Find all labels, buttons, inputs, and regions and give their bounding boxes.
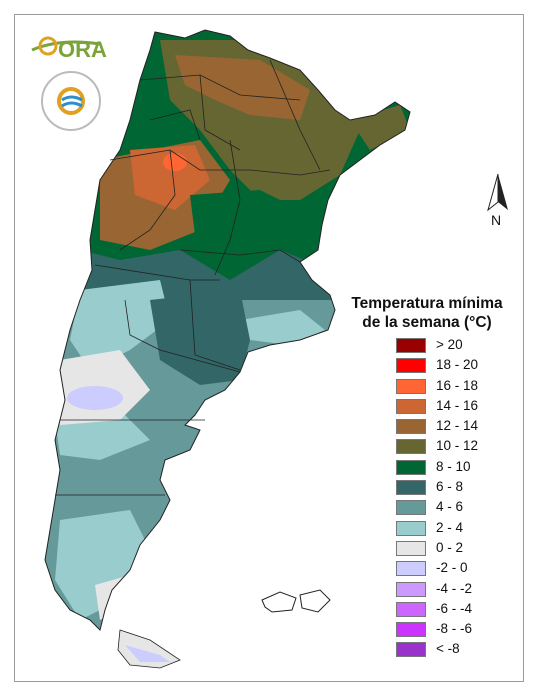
legend-swatch [396, 520, 426, 536]
legend-swatch [396, 480, 426, 496]
legend-swatch [396, 622, 426, 638]
province-borders [55, 59, 331, 496]
legend: > 20 18 - 20 16 - 18 14 - 16 12 - 14 10 - 12 8… [396, 336, 516, 661]
legend-swatch [396, 500, 426, 516]
legend-swatch [396, 561, 426, 577]
legend-label: 10 - 12 [436, 438, 479, 454]
legend-item: 2 - 4 [396, 519, 516, 539]
north-label: N [491, 212, 501, 228]
legend-swatch [396, 419, 426, 435]
legend-title-line1: Temperatura mínima [351, 295, 503, 312]
tierra-del-fuego-cold-zone [125, 645, 170, 662]
ora-logo: ORA [30, 30, 110, 64]
legend-swatch [396, 601, 426, 617]
legend-label: 12 - 14 [436, 418, 479, 434]
legend-label: 0 - 2 [436, 539, 464, 555]
legend-swatch [396, 338, 426, 353]
legend-label: -8 - -6 [436, 621, 473, 637]
legend-label: 14 - 16 [436, 397, 479, 413]
legend-label: 18 - 20 [436, 357, 479, 373]
legend-item: -6 - -4 [396, 600, 516, 620]
legend-item: < -8 [396, 640, 516, 660]
legend-swatch [396, 540, 426, 556]
legend-item: 12 - 14 [396, 417, 516, 437]
country-outline [44, 29, 411, 631]
legend-swatch [396, 358, 426, 374]
ora-logo-text: ORA [58, 37, 107, 62]
legend-item: 6 - 8 [396, 478, 516, 498]
legend-item: 8 - 10 [396, 458, 516, 478]
legend-item: 16 - 18 [396, 377, 516, 397]
legend-swatch [396, 439, 426, 455]
tierra-del-fuego [117, 629, 181, 669]
legend-label: > 20 [436, 337, 463, 352]
smn-logo [40, 70, 102, 132]
legend-label: 16 - 18 [436, 377, 479, 393]
legend-label: -6 - -4 [436, 600, 473, 616]
legend-label: 8 - 10 [436, 458, 471, 474]
legend-item: 0 - 2 [396, 539, 516, 559]
malvinas-islands [261, 589, 331, 613]
legend-item: > 20 [396, 336, 516, 356]
legend-swatch [396, 459, 426, 475]
legend-label: 4 - 6 [436, 499, 464, 515]
legend-item: -2 - 0 [396, 559, 516, 579]
legend-swatch [396, 642, 426, 658]
legend-label: 2 - 4 [436, 519, 464, 535]
legend-title-line2: de la semana (°C) [362, 314, 492, 331]
legend-item: 4 - 6 [396, 498, 516, 518]
legend-swatch [396, 378, 426, 394]
legend-swatch [396, 398, 426, 414]
north-arrow: N [482, 172, 514, 228]
legend-label: -2 - 0 [436, 560, 468, 576]
legend-title: Temperatura mínima de la semana (°C) [332, 294, 522, 332]
legend-item: 18 - 20 [396, 356, 516, 376]
legend-swatch [396, 581, 426, 597]
legend-label: -4 - -2 [436, 580, 473, 596]
legend-label: 6 - 8 [436, 479, 464, 495]
legend-item: 14 - 16 [396, 397, 516, 417]
legend-item: -8 - -6 [396, 620, 516, 640]
legend-label: < -8 [436, 641, 460, 657]
legend-item: -4 - -2 [396, 580, 516, 600]
legend-item: 10 - 12 [396, 437, 516, 457]
